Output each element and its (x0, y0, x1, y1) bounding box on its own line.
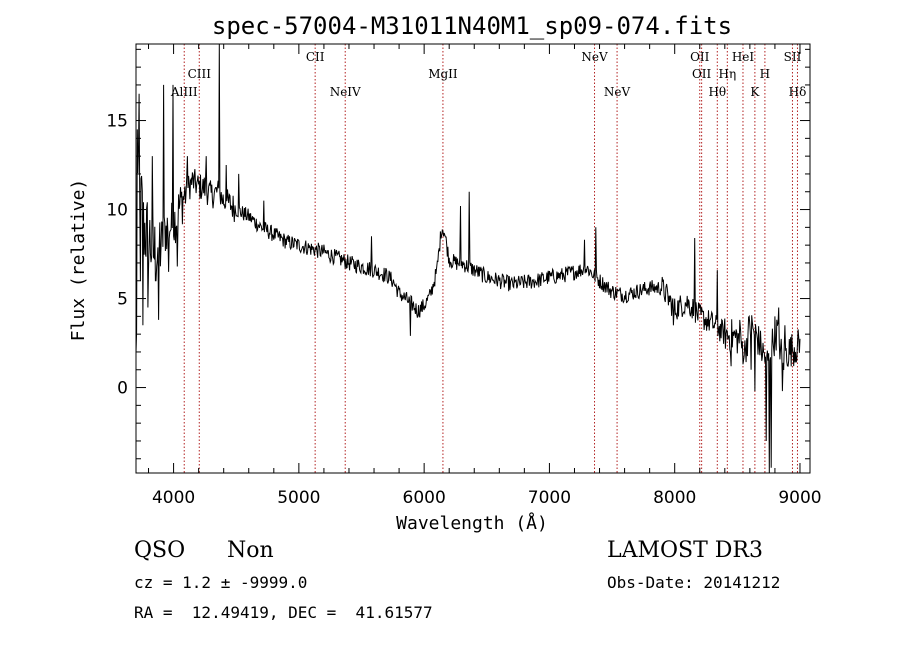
x-tick-label: 4000 (152, 488, 195, 508)
emission-line-label: OII (692, 67, 712, 81)
emission-line-label: NeIV (330, 85, 361, 99)
object-subclass: Non (227, 538, 274, 563)
x-tick-label: 6000 (403, 488, 446, 508)
y-axis-ticks: 0 5 10 15 (106, 48, 810, 460)
spectrum-line (135, 43, 801, 474)
emission-line-label: NeV (604, 85, 631, 99)
x-tick-label: 8000 (653, 488, 696, 508)
x-axis-label: Wavelength (Å) (396, 512, 548, 534)
survey-name: LAMOST DR3 (607, 538, 763, 563)
emission-line-label: Hδ (789, 85, 807, 99)
x-axis-ticks: 4000 5000 6000 7000 8000 9000 (148, 44, 822, 508)
coordinates: RA = 12.49419, DEC = 41.61577 (134, 603, 433, 622)
y-tick-label: 10 (106, 201, 128, 221)
y-tick-label: 5 (117, 290, 128, 310)
emission-line-label: OII (690, 50, 710, 64)
x-tick-label: 7000 (528, 488, 571, 508)
chart-title: spec-57004-M31011N40M1_sp09-074.fits (212, 12, 732, 40)
y-axis-label: Flux (relative) (68, 179, 89, 342)
emission-line-label: MgII (428, 67, 458, 81)
emission-line-label: K (750, 85, 760, 99)
object-class: QSO (134, 538, 186, 563)
plot-frame (135, 43, 811, 474)
emission-line-label: CII (306, 50, 325, 64)
observation-date: Obs-Date: 20141212 (607, 573, 781, 592)
emission-line-label: SII (784, 50, 802, 64)
emission-line-label: Hθ (708, 85, 726, 99)
emission-line-label: AlIII (170, 85, 198, 99)
x-tick-label: 9000 (778, 488, 821, 508)
redshift-cz: cz = 1.2 ± -9999.0 (134, 573, 308, 592)
emission-line-markers (183, 44, 798, 473)
emission-line-label: Hη (718, 67, 736, 81)
x-tick-label: 5000 (277, 488, 320, 508)
emission-line-labels: AlIII CIII CII NeIV MgII NeV NeV OII OII Hθ Hη HeI K… (170, 50, 806, 99)
emission-line-label: H (760, 67, 770, 81)
emission-line-label: CIII (188, 67, 212, 81)
y-tick-label: 15 (106, 112, 128, 132)
emission-line-label: NeV (581, 50, 608, 64)
y-tick-label: 0 (117, 379, 128, 399)
emission-line-label: HeI (732, 50, 755, 64)
